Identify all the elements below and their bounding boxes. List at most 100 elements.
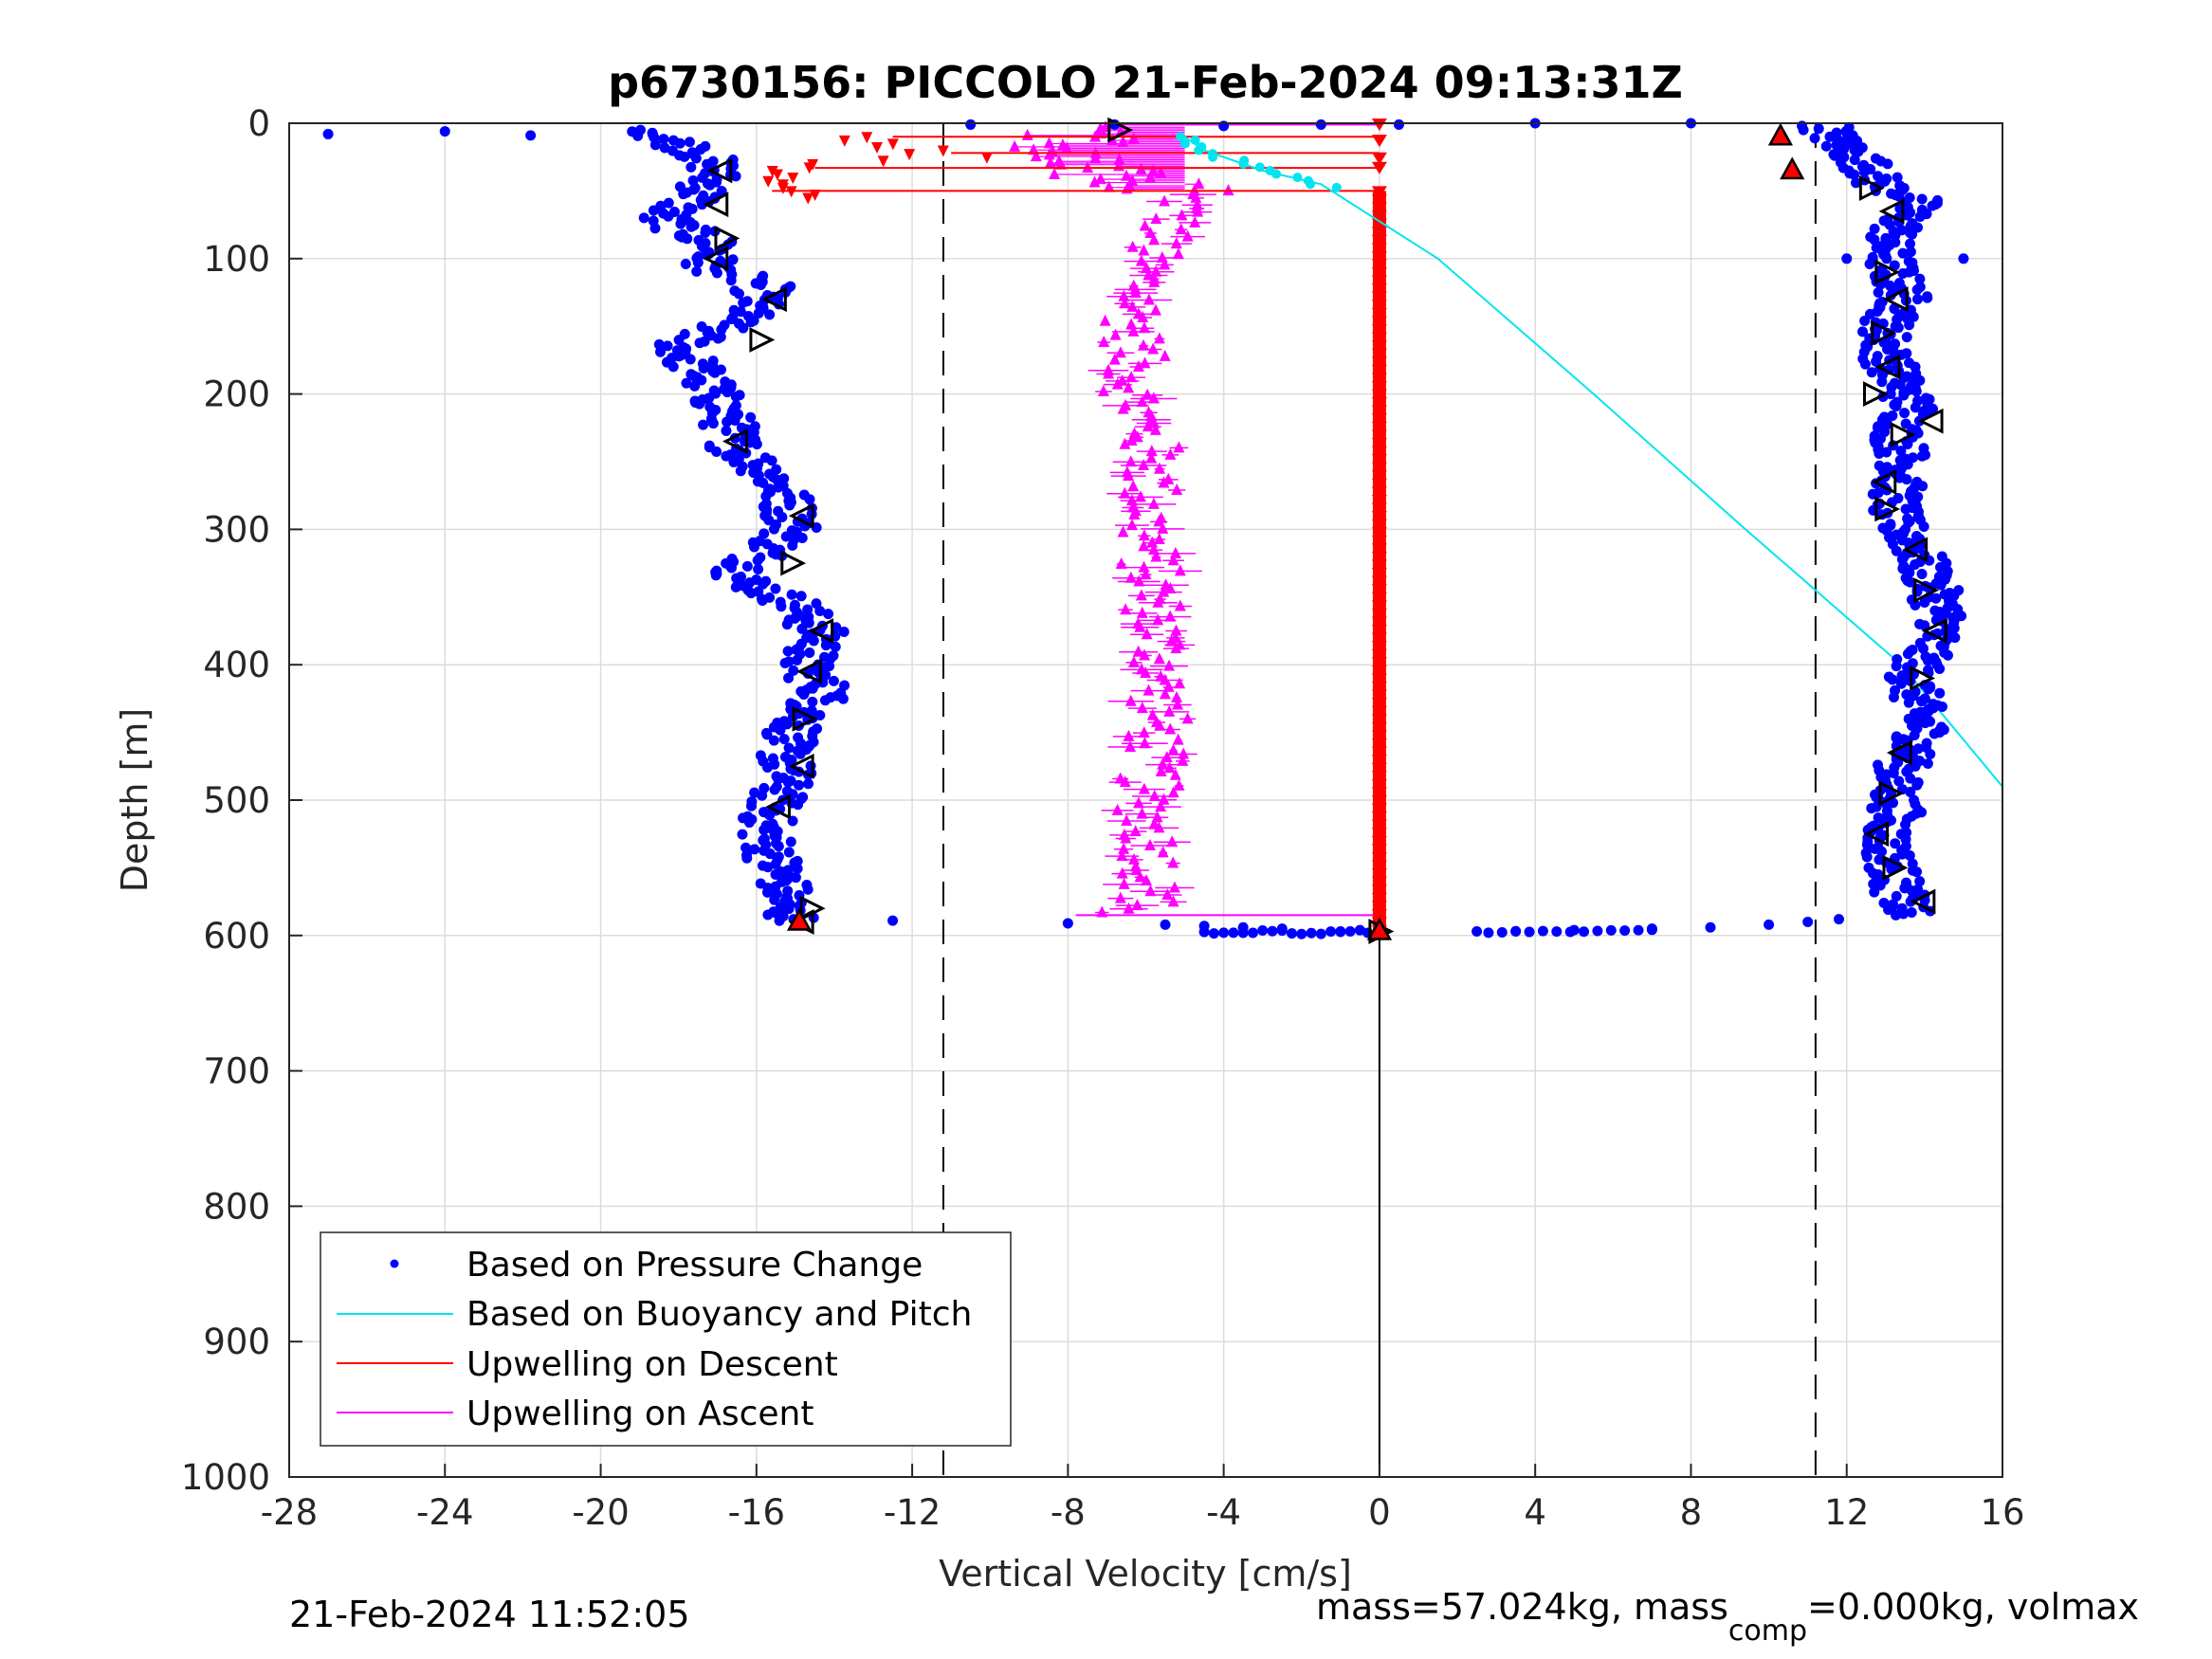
pressure-point xyxy=(1914,211,1926,223)
pressure-point xyxy=(731,573,742,584)
pressure-point xyxy=(764,309,776,320)
descent-point xyxy=(1371,648,1387,662)
ascent-point xyxy=(1173,778,1185,791)
pressure-point xyxy=(1916,450,1928,462)
pressure-point xyxy=(795,748,806,759)
descent-point xyxy=(771,169,783,181)
descent-point xyxy=(1371,348,1387,361)
pressure-point xyxy=(1198,926,1210,938)
descent-point xyxy=(1371,535,1387,548)
pressure-point xyxy=(820,640,832,651)
pressure-point xyxy=(663,210,674,222)
pressure-point xyxy=(746,800,758,811)
pressure-point xyxy=(749,844,760,855)
ascent-point xyxy=(1138,244,1150,256)
marker-triangle xyxy=(808,618,834,644)
ascent-point xyxy=(1094,173,1106,185)
ascent-point xyxy=(1139,219,1151,231)
ascent-point xyxy=(1127,655,1140,667)
marker-triangle xyxy=(749,327,776,353)
marker-triangle xyxy=(706,157,733,184)
ascent-point xyxy=(1170,624,1182,636)
pressure-point xyxy=(1798,124,1809,136)
marker-triangle xyxy=(1910,888,1936,915)
pressure-point xyxy=(758,477,769,488)
ascent-point xyxy=(1169,546,1181,558)
pressure-point xyxy=(1882,158,1893,170)
pressure-point xyxy=(790,872,801,884)
ascent-point xyxy=(1147,342,1160,355)
pressure-point xyxy=(802,884,814,895)
ascent-point xyxy=(1149,423,1161,435)
ascent-point xyxy=(1097,385,1109,397)
ascent-point xyxy=(1139,356,1151,369)
descent-point xyxy=(1371,876,1387,889)
ascent-point xyxy=(1157,757,1169,770)
marker-triangle xyxy=(1871,468,1897,495)
legend-buoyancy-label: Based on Buoyancy and Pitch xyxy=(466,1295,972,1334)
buoyancy-point xyxy=(1179,138,1190,149)
descent-point xyxy=(1371,892,1387,905)
descent-point xyxy=(1371,511,1387,524)
pressure-point xyxy=(1564,926,1576,938)
surface-red-triangle xyxy=(1366,917,1393,940)
footer-mass-prefix: mass=57.024kg, mass xyxy=(1316,1586,1728,1628)
descent-point xyxy=(1371,828,1387,841)
pressure-point xyxy=(749,541,760,553)
surface-red-triangle xyxy=(786,907,813,931)
buoyancy-point xyxy=(1194,145,1204,155)
ascent-point xyxy=(1109,328,1122,340)
pressure-point xyxy=(1813,123,1824,135)
descent-point xyxy=(1371,413,1387,427)
ascent-point xyxy=(1172,733,1184,745)
pressure-point xyxy=(1160,919,1171,930)
pressure-point xyxy=(1906,907,1917,919)
descent-point xyxy=(1371,364,1387,377)
pressure-point xyxy=(788,665,799,676)
buoyancy-point xyxy=(1254,162,1265,173)
descent-point xyxy=(871,141,884,154)
pressure-point xyxy=(695,144,706,155)
descent-point xyxy=(1371,234,1387,247)
ascent-point xyxy=(1141,628,1153,640)
ascent-point xyxy=(1162,680,1175,692)
pressure-point xyxy=(721,450,732,462)
pressure-point xyxy=(1914,273,1926,284)
descent-point xyxy=(1371,519,1387,532)
descent-point xyxy=(1371,746,1387,759)
pressure-point xyxy=(761,761,773,773)
pressure-point xyxy=(710,570,722,581)
descent-point xyxy=(1371,259,1387,272)
ascent-point xyxy=(1137,338,1149,351)
descent-point xyxy=(1371,267,1387,281)
pressure-point xyxy=(1902,210,1913,221)
pressure-point xyxy=(1849,169,1860,180)
ascent-point xyxy=(1153,652,1165,665)
pressure-point xyxy=(1866,803,1877,814)
pressure-point xyxy=(678,189,689,200)
ascent-point xyxy=(1138,726,1150,738)
descent-point xyxy=(877,155,889,168)
y-tick-label: 100 xyxy=(203,239,270,280)
reference-lines xyxy=(941,123,1817,1477)
pressure-point xyxy=(1267,925,1278,937)
descent-point xyxy=(1371,641,1387,654)
pressure-point xyxy=(828,675,839,686)
x-tick-label: -16 xyxy=(728,1492,785,1533)
pressure-point xyxy=(696,199,707,210)
ascent-point xyxy=(1114,891,1126,903)
pressure-point xyxy=(779,657,791,668)
ascent-point xyxy=(1121,813,1133,826)
pressure-point xyxy=(795,591,807,602)
ascent-point xyxy=(1164,722,1177,735)
descent-point xyxy=(1371,721,1387,735)
ascent-point xyxy=(1147,497,1160,509)
pressure-point xyxy=(439,126,450,137)
ascent-point xyxy=(1141,874,1153,886)
x-tick-label: -28 xyxy=(261,1492,318,1533)
ascent-point xyxy=(1146,708,1159,720)
ascent-point xyxy=(1125,371,1138,383)
pressure-point xyxy=(1914,876,1926,887)
descent-point xyxy=(838,135,850,147)
pressure-point xyxy=(735,465,746,477)
